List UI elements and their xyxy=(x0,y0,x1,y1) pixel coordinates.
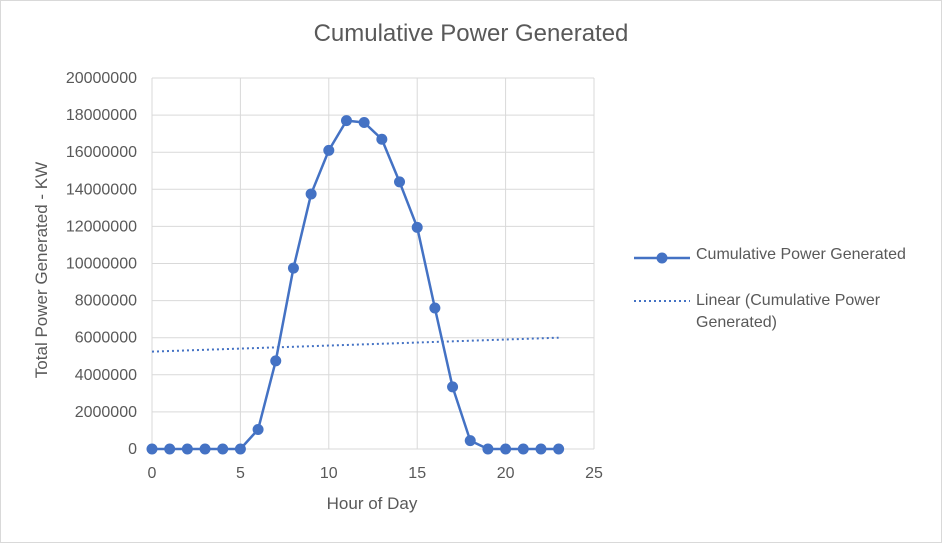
trendline xyxy=(151,336,559,353)
y-tick-label: 6000000 xyxy=(75,330,137,347)
x-tick-label: 10 xyxy=(320,465,338,482)
legend-item-series: Cumulative Power Generated xyxy=(634,244,934,266)
data-point xyxy=(376,133,388,145)
data-point xyxy=(270,355,282,367)
data-point xyxy=(146,443,158,455)
data-point xyxy=(358,117,370,129)
y-tick-label: 4000000 xyxy=(75,367,137,384)
y-tick-label: 14000000 xyxy=(66,181,137,198)
y-tick-label: 16000000 xyxy=(66,144,137,161)
data-point xyxy=(429,302,441,314)
data-point xyxy=(287,262,299,274)
x-tick-label: 5 xyxy=(236,465,245,482)
y-tick-label: 18000000 xyxy=(66,107,137,124)
y-tick-label: 2000000 xyxy=(75,404,137,421)
legend-label-trendline: Linear (Cumulative Power Generated) xyxy=(696,292,881,331)
data-point xyxy=(517,443,529,455)
y-tick-labels: 0 2000000 4000000 6000000 8000000 10000000 120… xyxy=(66,70,137,458)
data-point xyxy=(482,443,494,455)
legend-swatch-trendline-dotted xyxy=(634,300,690,302)
x-tick-label: 25 xyxy=(585,465,603,482)
x-tick-label: 0 xyxy=(148,465,157,482)
y-tick-label: 10000000 xyxy=(66,256,137,273)
data-point xyxy=(464,435,476,447)
data-point xyxy=(323,144,335,156)
data-point xyxy=(217,443,229,455)
legend-swatch-series-line-marker xyxy=(634,252,690,264)
data-point xyxy=(234,443,246,455)
data-point xyxy=(181,443,193,455)
data-point xyxy=(305,188,317,200)
chart-title: Cumulative Power Generated xyxy=(313,20,629,47)
data-point xyxy=(535,443,547,455)
data-point xyxy=(252,424,264,436)
legend-label-series: Cumulative Power Generated xyxy=(696,246,906,263)
x-tick-label: 20 xyxy=(497,465,515,482)
trendline-layer xyxy=(151,336,559,353)
legend: Cumulative Power Generated Linear (Cumul… xyxy=(634,244,934,358)
series-layer xyxy=(146,115,565,455)
data-point xyxy=(394,176,406,188)
y-axis-label: Total Power Generated - KW xyxy=(32,162,51,378)
data-point xyxy=(500,443,512,455)
data-point xyxy=(164,443,176,455)
y-tick-label: 20000000 xyxy=(66,70,137,87)
x-tick-label: 15 xyxy=(408,465,426,482)
gridlines xyxy=(151,77,595,450)
data-point xyxy=(447,381,459,393)
data-point xyxy=(553,443,565,455)
data-point xyxy=(340,115,352,127)
y-tick-label: 0 xyxy=(128,441,137,458)
legend-item-trendline: Linear (Cumulative Power Generated) xyxy=(634,290,934,334)
x-tick-labels: 0 5 10 15 20 25 xyxy=(148,465,603,482)
y-tick-label: 12000000 xyxy=(66,218,137,235)
x-axis-label: Hour of Day xyxy=(327,494,418,513)
data-point xyxy=(411,221,423,233)
series-line xyxy=(152,119,559,451)
data-point xyxy=(199,443,211,455)
y-tick-label: 8000000 xyxy=(75,293,137,310)
